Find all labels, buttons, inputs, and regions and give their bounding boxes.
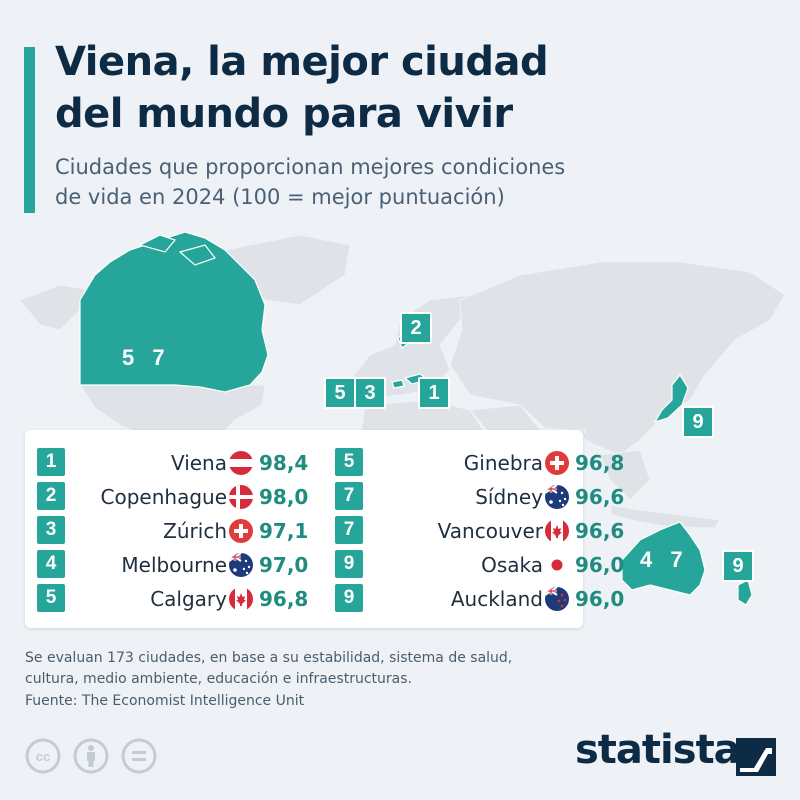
svg-text:cc: cc [36,749,50,764]
table-row: 2 Copenhague 98,0 [37,482,308,512]
rank-badge: 1 [37,448,65,476]
map-badge-osaka: 9 [682,406,714,438]
cc-icon: cc [25,738,61,774]
japan-flag-icon [545,553,569,577]
city-name: Auckland [450,587,543,611]
score-value: 96,8 [259,587,309,611]
city-name: Osaka [481,553,543,577]
score-value: 96,0 [575,587,625,611]
canada-islands-1 [138,234,177,253]
canada-flag-icon [229,587,253,611]
map-label-canada: 5 7 [122,345,171,370]
note-line-1: Se evaluan 173 ciudades, en base a su es… [25,650,513,666]
map-badge-zurich: 3 [354,377,386,409]
title-line-1: Viena, la mejor ciudad [55,39,549,85]
score-value: 96,6 [575,519,625,543]
statista-logo-icon [736,738,776,776]
subtitle-line-1: Ciudades que proporcionan mejores condic… [55,155,566,179]
indonesia-land [609,504,721,529]
score-value: 98,4 [259,451,309,475]
map-label-australia: 4 7 [640,547,689,572]
chart-title: Viena, la mejor ciudad del mundo para vi… [55,36,549,140]
statista-wordmark: statista [575,727,741,773]
score-value: 97,0 [259,553,309,577]
canada-flag-icon [545,519,569,543]
table-row: 5 Ginebra 96,8 [335,448,624,478]
city-name: Calgary [150,587,227,611]
austria-flag-icon [229,451,253,475]
score-value: 96,8 [575,451,625,475]
title-line-2: del mundo para vivir [55,91,513,137]
rank-badge: 9 [335,584,363,612]
switzerland-flag-icon [229,519,253,543]
switzerland-flag-icon [545,451,569,475]
source-text: Fuente: The Economist Intelligence Unit [25,693,305,709]
table-row: 9 Auckland 96,0 [335,584,624,614]
rank-badge: 9 [335,550,363,578]
table-row: 5 Calgary 96,8 [37,584,308,614]
city-name: Viena [170,451,227,475]
new-zealand-flag-icon [545,587,569,611]
note-line-2: cultura, medio ambiente, educación e inf… [25,671,412,687]
table-row: 3 Zúrich 97,1 [37,516,308,546]
attribution-icon [73,738,109,774]
city-name: Zúrich [163,519,227,543]
no-derivatives-icon [121,738,157,774]
score-value: 96,0 [575,553,625,577]
table-row: 4 Melbourne 97,0 [37,550,308,580]
map-badge-auckland: 9 [722,550,754,582]
city-name: Melbourne [121,553,227,577]
rank-badge: 7 [335,516,363,544]
score-value: 96,6 [575,485,625,509]
europe-land [349,294,471,399]
australia-flag-icon [545,485,569,509]
rank-badge: 7 [335,482,363,510]
map-badge-geneva: 5 [324,377,356,409]
city-name: Copenhague [100,485,227,509]
table-row: 7 Sídney 96,6 [335,482,624,512]
australia-flag-icon [229,553,253,577]
rank-badge: 3 [37,516,65,544]
rank-badge: 2 [37,482,65,510]
new-zealand-highlight [737,579,753,606]
subtitle-line-2: de vida en 2024 (100 = mejor puntuación) [55,185,505,209]
southeast-asia-land [599,449,651,501]
canada-islands-2 [178,244,216,266]
chart-subtitle: Ciudades que proporcionan mejores condic… [55,152,565,212]
city-name: Vancouver [437,519,543,543]
city-name: Ginebra [463,451,543,475]
ranking-table: 1 Viena 98,4 2 Copenhague 98,0 3 Zúrich 97,1 4 Mel… [25,430,624,628]
australia-highlight [621,521,706,596]
score-value: 98,0 [259,485,309,509]
accent-bar [24,47,35,213]
rank-badge: 4 [37,550,65,578]
map-badge-denmark: 2 [400,312,432,344]
denmark-flag-icon [229,485,253,509]
rank-badge: 5 [335,448,363,476]
table-row: 9 Osaka 96,0 [335,550,624,580]
methodology-note: Se evaluan 173 ciudades, en base a su es… [25,648,512,690]
table-row: 7 Vancouver 96,6 [335,516,624,546]
rank-badge: 5 [37,584,65,612]
switzerland-highlight [391,379,405,389]
city-name: Sídney [475,485,543,509]
japan-highlight [653,373,689,424]
map-badge-vienna: 1 [418,377,450,409]
table-row: 1 Viena 98,4 [37,448,308,478]
score-value: 97,1 [259,519,309,543]
